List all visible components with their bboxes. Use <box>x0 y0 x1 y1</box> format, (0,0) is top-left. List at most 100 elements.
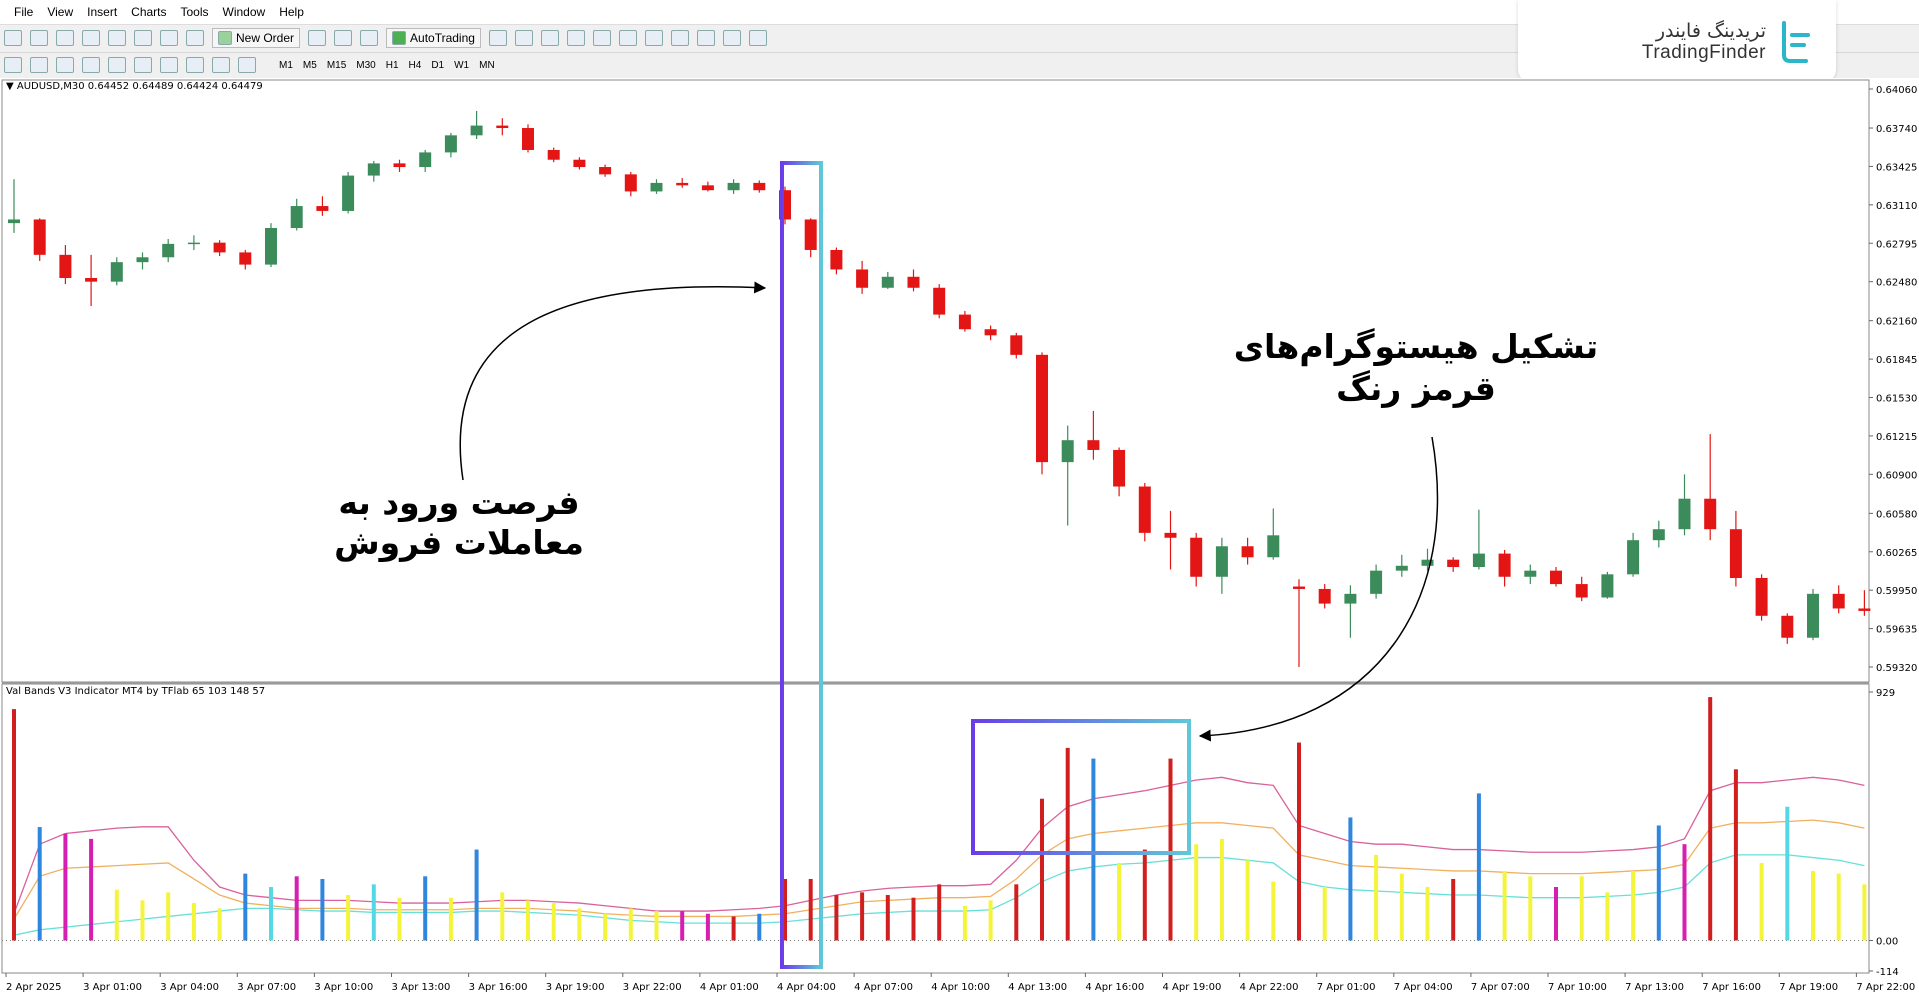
x-tick-label: 4 Apr 22:00 <box>1240 982 1299 993</box>
menu-item[interactable]: Insert <box>87 5 118 19</box>
candle-body <box>33 219 46 255</box>
y-tick-label: 0.00 <box>1876 937 1898 948</box>
histogram-bar <box>1117 862 1122 941</box>
icon[interactable] <box>30 57 48 73</box>
histogram-bar <box>705 913 710 941</box>
candle-body <box>316 206 329 211</box>
icon[interactable] <box>566 30 585 46</box>
icon[interactable] <box>4 30 22 46</box>
histogram-bar <box>1399 873 1404 941</box>
icon[interactable] <box>108 57 126 73</box>
candle-body <box>881 276 894 288</box>
icon[interactable] <box>108 30 126 46</box>
icon[interactable] <box>488 30 507 46</box>
x-tick-label: 3 Apr 22:00 <box>623 982 682 993</box>
icon[interactable] <box>748 30 767 46</box>
candle-body <box>1190 537 1203 577</box>
icon[interactable] <box>540 30 559 46</box>
new-order-button[interactable]: New Order <box>212 28 301 48</box>
icon[interactable] <box>722 30 741 46</box>
histogram-bar <box>269 887 273 941</box>
menu-item[interactable]: Charts <box>131 5 167 19</box>
icon[interactable] <box>134 30 152 46</box>
icon[interactable] <box>670 30 689 46</box>
candle-body <box>727 182 740 191</box>
icon[interactable] <box>514 30 533 46</box>
icon[interactable] <box>592 30 611 46</box>
icon[interactable] <box>186 30 204 46</box>
menu-item[interactable]: Window <box>222 5 266 19</box>
icon[interactable] <box>334 30 353 46</box>
icon[interactable] <box>160 30 178 46</box>
candle-body <box>1061 440 1074 463</box>
timeframe-button[interactable]: W1 <box>454 59 470 71</box>
candle-body <box>85 278 98 282</box>
icon[interactable] <box>30 30 48 46</box>
icon[interactable] <box>56 57 74 73</box>
candle-body <box>1447 559 1460 568</box>
histogram-bar <box>654 911 659 941</box>
timeframe-button[interactable]: M1 <box>279 59 293 71</box>
icon[interactable] <box>238 57 256 73</box>
histogram-bar <box>1708 697 1713 941</box>
icon[interactable] <box>360 30 379 46</box>
candle-body <box>1524 570 1537 577</box>
candle-body <box>1293 586 1305 589</box>
toolbar: New Order AutoTrading <box>0 24 1919 53</box>
icon[interactable] <box>186 57 204 73</box>
logo-latin: TradingFinder <box>1641 41 1766 63</box>
candle-body <box>856 269 869 288</box>
histogram-bar <box>89 838 94 941</box>
icon[interactable] <box>82 57 100 73</box>
menu-item[interactable]: Tools <box>180 5 209 19</box>
candle-body <box>1395 565 1408 571</box>
candle-body <box>1472 553 1485 568</box>
icon[interactable] <box>134 57 152 73</box>
histogram-bar <box>243 873 248 941</box>
x-tick-label: 7 Apr 13:00 <box>1625 982 1684 993</box>
candle-body <box>162 243 175 258</box>
icon[interactable] <box>696 30 715 46</box>
candle-body <box>958 314 971 330</box>
icon[interactable] <box>160 57 178 73</box>
histogram-bar <box>911 897 916 941</box>
icon[interactable] <box>308 30 327 46</box>
histogram-bar <box>1862 884 1867 941</box>
menu-item[interactable]: File <box>14 5 34 19</box>
candle-body <box>650 182 663 192</box>
timeframe-button[interactable]: H4 <box>408 59 422 71</box>
icon[interactable] <box>212 57 230 73</box>
x-tick-label: 7 Apr 22:00 <box>1856 982 1915 993</box>
menu-item[interactable]: Help <box>279 5 304 19</box>
timeframe-button[interactable]: MN <box>479 59 495 71</box>
x-tick-label: 4 Apr 10:00 <box>931 982 990 993</box>
icon[interactable] <box>56 30 74 46</box>
candle-body <box>599 167 612 175</box>
histogram-bar <box>757 913 762 941</box>
x-tick-label: 4 Apr 19:00 <box>1163 982 1222 993</box>
histogram-bar <box>1785 806 1790 941</box>
candle-body <box>984 329 997 336</box>
y-tick-label: 0.61845 <box>1876 355 1917 366</box>
timeframe-button[interactable]: M5 <box>302 59 317 71</box>
menu-item[interactable]: View <box>47 5 74 19</box>
icon[interactable] <box>82 30 100 46</box>
histogram-bar <box>1836 873 1841 941</box>
x-tick-label: 3 Apr 10:00 <box>314 982 373 993</box>
timeframe-button[interactable]: M15 <box>326 59 347 71</box>
candle-body <box>187 242 200 245</box>
icon[interactable] <box>4 57 22 73</box>
histogram-bar <box>1091 758 1096 941</box>
timeframe-button[interactable]: M30 <box>356 59 376 71</box>
x-tick-label: 4 Apr 07:00 <box>854 982 913 993</box>
timeframe-button[interactable]: D1 <box>431 59 445 71</box>
button-label: AutoTrading <box>410 31 475 45</box>
histogram-bar <box>1297 742 1301 941</box>
auto-trading-button[interactable]: AutoTrading <box>386 28 481 48</box>
icon[interactable] <box>644 30 663 46</box>
x-tick-label: 3 Apr 04:00 <box>160 982 219 993</box>
timeframe-button[interactable]: H1 <box>385 59 399 71</box>
icon[interactable] <box>618 30 637 46</box>
candle-body <box>1164 532 1177 538</box>
histogram-bar <box>1425 887 1430 941</box>
